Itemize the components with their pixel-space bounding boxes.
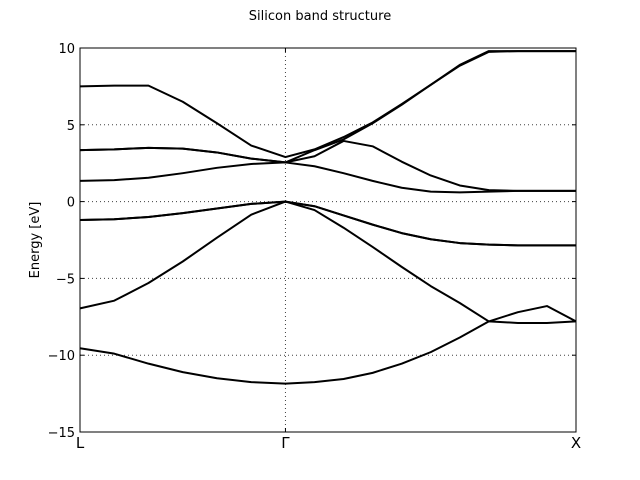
- plot-frame: [79, 47, 577, 433]
- band-line-2: [79, 200, 577, 324]
- grid-lines: [79, 47, 577, 433]
- y-tick-labels: 10 5 0 −5 −10 −15: [48, 42, 75, 441]
- band-line-1: [79, 305, 577, 385]
- band-line-8: [79, 50, 576, 159]
- band-lines: [79, 50, 577, 385]
- y-tick-label: 0: [67, 196, 75, 211]
- x-tick-label: X: [571, 434, 581, 452]
- band-line-4: [79, 200, 576, 247]
- y-tick-label: 10: [58, 42, 75, 57]
- x-tick-label: L: [76, 434, 85, 452]
- x-tick-label: Γ: [281, 434, 290, 452]
- y-tick-label: −5: [56, 272, 75, 287]
- band-line-5: [79, 161, 576, 194]
- axis-ticks: [79, 47, 577, 433]
- y-axis-label: Energy [eV]: [28, 202, 43, 279]
- y-tick-label: −10: [48, 349, 75, 364]
- band-line-3: [79, 200, 576, 247]
- y-tick-label: −15: [48, 426, 75, 441]
- band-line-7: [79, 50, 576, 164]
- y-tick-label: 5: [67, 119, 75, 134]
- chart-title: Silicon band structure: [249, 9, 391, 24]
